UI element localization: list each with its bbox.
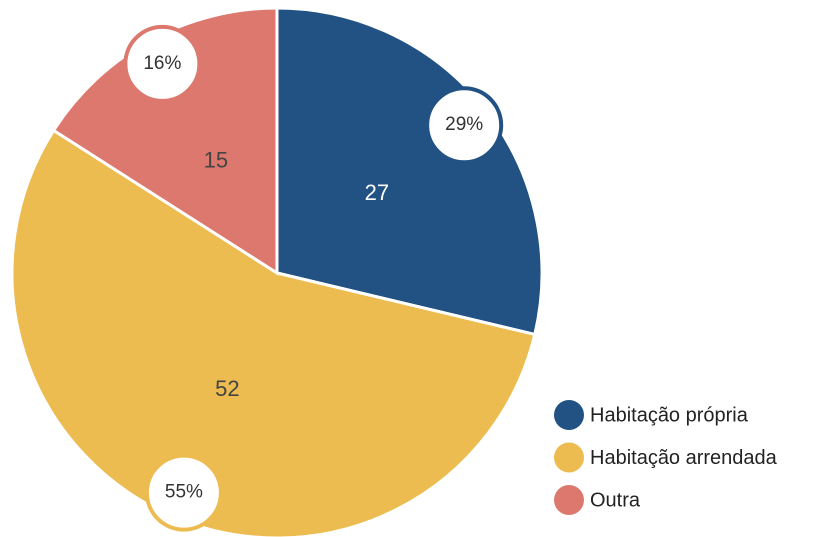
legend-swatch — [554, 442, 584, 473]
legend-label: Outra — [590, 489, 641, 511]
legend-swatch — [554, 485, 584, 515]
percent-bubble — [425, 86, 504, 165]
percent-label: 55% — [165, 482, 203, 503]
percent-label: 16% — [143, 53, 181, 74]
slice-value-label: 15 — [204, 147, 228, 172]
percent-label: 29% — [445, 114, 483, 135]
slice-value-label: 52 — [215, 376, 239, 401]
legend-label: Habitação própria — [590, 404, 749, 426]
slice-value-label: 27 — [365, 180, 389, 205]
legend-label: Habitação arrendada — [590, 447, 778, 469]
legend-swatch — [554, 400, 584, 430]
percent-bubble — [123, 24, 202, 103]
percent-bubble — [144, 453, 223, 532]
